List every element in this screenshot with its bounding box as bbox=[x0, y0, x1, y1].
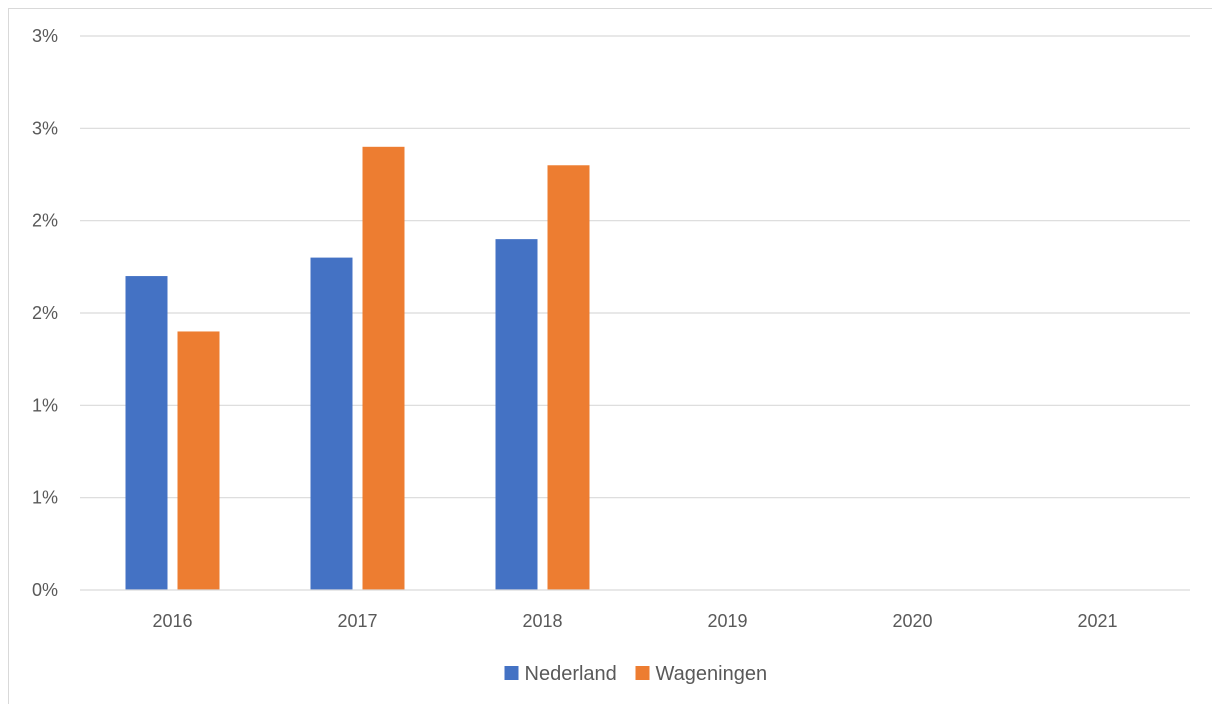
x-axis-tick-labels: 2016 2017 2018 2019 2020 2021 bbox=[152, 611, 1117, 631]
x-tick-label: 2017 bbox=[337, 611, 377, 631]
y-tick-label: 1% bbox=[32, 395, 58, 415]
legend-label-nederland: Nederland bbox=[525, 663, 617, 685]
x-tick-label: 2019 bbox=[707, 611, 747, 631]
bar-nederland-2017 bbox=[310, 257, 353, 590]
bar-nederland-2016 bbox=[125, 276, 168, 590]
gridlines bbox=[80, 35, 1190, 499]
y-tick-label: 2% bbox=[32, 303, 58, 323]
bar-wageningen-2018 bbox=[547, 165, 590, 590]
x-tick-label: 2018 bbox=[522, 611, 562, 631]
bars bbox=[125, 146, 590, 591]
legend-swatch-wageningen bbox=[635, 666, 650, 680]
x-tick-label: 2020 bbox=[892, 611, 932, 631]
x-tick-label: 2021 bbox=[1077, 611, 1117, 631]
bar-wageningen-2017 bbox=[362, 146, 405, 591]
y-tick-label: 3% bbox=[32, 26, 58, 46]
chart-frame bbox=[8, 8, 1212, 704]
y-axis-tick-labels: 0% 1% 1% 2% 2% 3% 3% bbox=[32, 26, 58, 600]
bar-wageningen-2016 bbox=[177, 331, 220, 590]
legend: Nederland Wageningen bbox=[504, 663, 768, 685]
y-tick-label: 2% bbox=[32, 211, 58, 231]
y-tick-label: 3% bbox=[32, 118, 58, 138]
legend-swatch-nederland bbox=[504, 666, 519, 680]
y-tick-label: 0% bbox=[32, 580, 58, 600]
bar-nederland-2018 bbox=[495, 239, 538, 590]
y-tick-label: 1% bbox=[32, 488, 58, 508]
x-tick-label: 2016 bbox=[152, 611, 192, 631]
legend-label-wageningen: Wageningen bbox=[656, 663, 768, 685]
